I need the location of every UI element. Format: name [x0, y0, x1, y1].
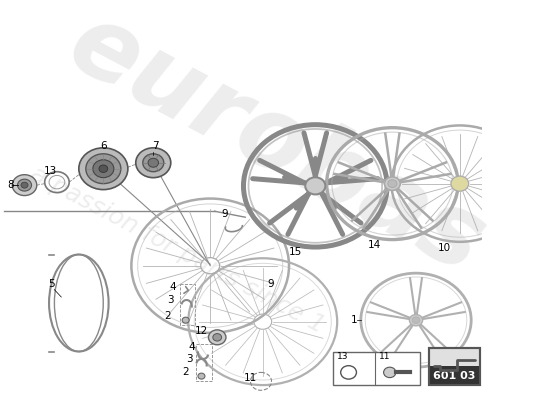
Circle shape: [208, 330, 226, 345]
Text: 1: 1: [350, 315, 357, 325]
Text: a passion for parts since 1: a passion for parts since 1: [26, 162, 329, 338]
Circle shape: [99, 165, 108, 172]
Circle shape: [86, 154, 121, 184]
Circle shape: [79, 148, 128, 190]
Text: 10: 10: [438, 243, 451, 253]
Circle shape: [383, 367, 396, 378]
Text: 2: 2: [182, 367, 189, 377]
Text: 11: 11: [244, 373, 257, 383]
Text: 9: 9: [222, 209, 228, 219]
Text: 14: 14: [368, 240, 381, 250]
Circle shape: [198, 373, 205, 379]
Bar: [196, 344, 212, 381]
Text: 4: 4: [188, 342, 195, 352]
Text: 12: 12: [195, 326, 208, 336]
Bar: [429, 348, 480, 385]
Bar: [429, 366, 480, 385]
Text: 9: 9: [267, 278, 274, 288]
Circle shape: [451, 176, 469, 191]
Circle shape: [93, 160, 114, 178]
Circle shape: [21, 182, 28, 188]
Text: 15: 15: [289, 247, 302, 257]
Bar: [333, 352, 420, 385]
Circle shape: [12, 175, 37, 196]
Text: 2: 2: [164, 312, 171, 322]
Circle shape: [18, 179, 31, 191]
Text: 5: 5: [48, 278, 55, 288]
Bar: [429, 348, 480, 385]
Text: 13: 13: [337, 352, 349, 361]
Text: 3: 3: [186, 354, 192, 364]
Text: 8: 8: [7, 180, 14, 190]
Text: eurobas: eurobas: [53, 0, 501, 294]
Circle shape: [136, 148, 171, 178]
Circle shape: [182, 317, 189, 323]
Bar: [179, 284, 195, 325]
Circle shape: [412, 317, 420, 324]
Text: 7: 7: [152, 140, 159, 150]
Text: 3: 3: [167, 295, 174, 305]
Text: 13: 13: [44, 166, 57, 176]
Circle shape: [148, 158, 158, 167]
Circle shape: [384, 177, 400, 190]
Text: 4: 4: [170, 282, 177, 292]
Circle shape: [388, 180, 397, 188]
Text: 601 03: 601 03: [433, 371, 476, 381]
Circle shape: [143, 154, 164, 172]
Text: 6: 6: [101, 140, 107, 150]
Circle shape: [213, 334, 222, 341]
Circle shape: [409, 314, 422, 326]
Circle shape: [305, 177, 326, 194]
Text: 11: 11: [379, 352, 390, 361]
